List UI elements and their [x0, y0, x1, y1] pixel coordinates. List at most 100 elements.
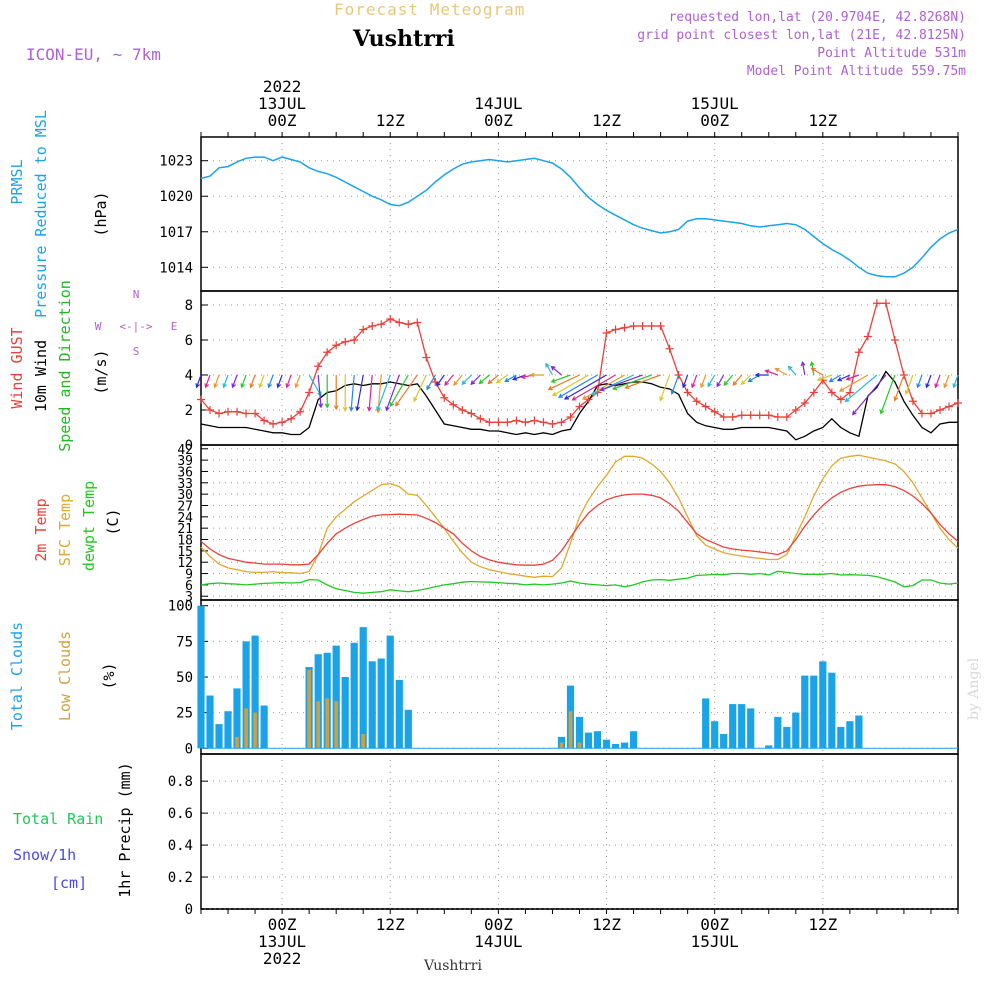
clouds-ytick-label: 75: [176, 634, 193, 650]
wind-10m-label: 10m Wind: [32, 340, 50, 412]
total-cloud-bar: [711, 721, 719, 749]
wind-gust-marker: [467, 409, 476, 418]
precip-ytick-label: 0.2: [168, 870, 193, 886]
wind-direction-arrow: [550, 365, 562, 376]
total-cloud-bar: [260, 705, 268, 749]
wind-direction-arrow: [470, 374, 481, 386]
precip-unit-label: 1hr Precip (mm): [116, 762, 134, 897]
low-cloud-bar: [316, 701, 320, 749]
wind-gust-marker: [935, 406, 944, 414]
wind-gust-marker: [215, 409, 224, 418]
wind-gust-marker: [296, 407, 305, 416]
snow-unit-label: [cm]: [51, 874, 87, 892]
wind-direction-arrow: [934, 374, 941, 389]
total-cloud-bar: [332, 645, 340, 749]
pressure-unit-label: (hPa): [92, 191, 110, 236]
wind-direction-arrow: [599, 374, 643, 392]
wind-direction-arrow: [222, 374, 229, 389]
wind-gust-marker: [647, 322, 656, 330]
wind-direction-arrow: [444, 374, 454, 386]
total-cloud-bar: [215, 724, 223, 749]
wind-direction-arrow: [659, 374, 671, 402]
precip-ytick-label: 0.6: [168, 806, 193, 822]
low-cloud-bar: [568, 711, 573, 749]
wind-direction-arrow: [258, 374, 265, 389]
sfc-temp-line: [200, 454, 959, 578]
wind-gust-marker: [809, 388, 818, 397]
bottom-time-label: 12Z: [592, 915, 621, 934]
wind-direction-arrow: [478, 374, 490, 385]
wind-direction-arrow: [787, 365, 797, 376]
wind-gust-marker: [863, 332, 872, 341]
wind-direction-arrow: [571, 374, 616, 401]
total-cloud-bar: [702, 698, 710, 749]
compass-arrow-label: <-|->: [119, 320, 152, 333]
wind-direction-arrow: [611, 374, 652, 391]
total-cloud-bar: [206, 695, 214, 749]
temp-ytick-label: 30: [177, 488, 193, 503]
wind-gust-marker: [359, 325, 368, 334]
clouds-ytick-label: 0: [185, 741, 193, 757]
wind-gust-marker: [485, 418, 494, 427]
wind-direction-arrow: [276, 374, 283, 389]
model-label: ICON-EU, ~ 7km: [26, 45, 161, 64]
bottom-time-label: 00Z: [268, 915, 297, 934]
requested-coords: requested lon,lat (20.9704E, 42.8268N): [668, 10, 966, 25]
pressure-panel-frame: [200, 136, 959, 292]
bottom-time-label: 2022: [263, 949, 302, 968]
chart-subtitle: Forecast Meteogram: [334, 0, 526, 19]
wind-direction-arrow: [774, 367, 788, 376]
low-cloud-bar: [361, 734, 365, 749]
clouds-ytick-label: 100: [168, 599, 193, 615]
wind-gust-marker: [197, 395, 205, 404]
wind-gust-marker: [665, 344, 674, 353]
wind-gust-marker: [233, 407, 242, 416]
wind-direction-arrow: [355, 374, 364, 412]
wind-direction-arrow: [249, 374, 256, 389]
wind-direction-arrow: [845, 374, 860, 381]
wind-gust-marker: [764, 411, 773, 420]
temp-dewpt-label: dewpt Temp: [80, 481, 98, 571]
wind-gust-marker: [368, 322, 377, 330]
wind-gust-marker: [377, 320, 386, 329]
wind-direction-arrow: [590, 374, 634, 396]
compass-west-label: W: [95, 320, 102, 333]
pressure-label-prmsl: PRMSL: [8, 159, 26, 204]
total-cloud-bar: [747, 708, 755, 749]
wind-direction-arrow: [413, 374, 427, 403]
wind-gust-marker: [872, 299, 881, 308]
total-cloud-bar: [819, 661, 827, 749]
wind-direction-arrow: [504, 374, 517, 383]
total-cloud-bar: [720, 734, 728, 749]
total-cloud-bar: [729, 704, 737, 749]
wind-gust-marker: [413, 318, 422, 327]
top-time-label: 2022: [263, 77, 302, 96]
wind-gust-marker: [629, 322, 638, 330]
total-cloud-bar: [602, 739, 611, 749]
wind-gust-marker: [458, 406, 467, 414]
wind-direction-arrow: [816, 374, 833, 382]
wind-direction-arrow: [426, 374, 436, 391]
wind-direction-arrow: [348, 374, 355, 412]
wind-direction-arrow: [213, 374, 220, 389]
wind-direction-arrow: [691, 374, 698, 389]
wind-direction-arrow: [925, 374, 932, 389]
temp-sfc-label: SFC Temp: [56, 494, 74, 566]
dewpt-temp-line: [200, 570, 959, 594]
wind-ytick-label: 0: [185, 438, 193, 454]
pressure-ytick-label: 1023: [159, 154, 193, 170]
wind-gust-marker: [602, 329, 611, 337]
clouds-ytick-label: 50: [176, 670, 193, 686]
wind-direction-label: Speed and Direction: [56, 280, 74, 452]
bottom-time-label: 00Z: [700, 915, 729, 934]
total-cloud-bar: [395, 679, 403, 749]
wind-gust-marker: [710, 407, 719, 416]
wind-gust-marker: [827, 388, 836, 397]
wind-gust-marker: [692, 397, 701, 406]
temp-ytick-label: 9: [185, 568, 193, 583]
total-cloud-bar: [792, 712, 800, 749]
wind-gust-marker: [431, 378, 440, 386]
total-cloud-bar: [224, 711, 232, 749]
wind-gust-marker: [314, 362, 323, 371]
top-time-label: 00Z: [268, 111, 297, 130]
